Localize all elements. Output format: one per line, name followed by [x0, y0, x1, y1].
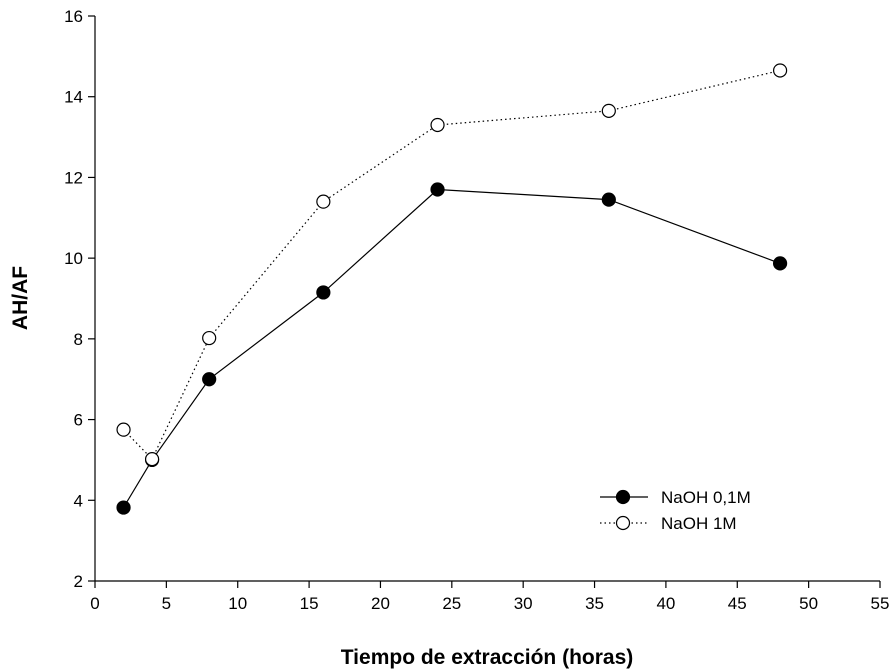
x-axis-title: Tiempo de extracción (horas) — [341, 646, 634, 669]
y-tick-label: 12 — [64, 168, 83, 187]
legend: NaOH 0,1M NaOH 1M — [600, 488, 751, 533]
x-tick-label: 35 — [585, 594, 604, 613]
x-tick-label: 5 — [162, 594, 171, 613]
y-tick-label: 16 — [64, 7, 83, 26]
x-tick-label: 40 — [656, 594, 675, 613]
data-point — [202, 372, 217, 387]
series-line — [123, 69, 781, 461]
legend-item-1: NaOH 0,1M — [600, 488, 751, 507]
x-tick-label: 15 — [300, 594, 319, 613]
series-line — [122, 188, 781, 508]
y-tick-label: 8 — [74, 330, 83, 349]
x-tick-label: 50 — [799, 594, 818, 613]
x-tick-label: 0 — [90, 594, 99, 613]
data-point — [601, 192, 616, 207]
x-tick-label: 45 — [728, 594, 747, 613]
data-point — [601, 103, 616, 118]
data-point — [144, 452, 160, 467]
data-point — [116, 422, 131, 437]
data-point — [772, 256, 788, 271]
y-tick-label: 2 — [74, 572, 83, 591]
y-tick-label: 6 — [74, 411, 83, 430]
legend-label: NaOH 0,1M — [661, 488, 751, 507]
y-axis-title: AH/AF — [9, 266, 32, 330]
x-tick-label: 55 — [871, 594, 890, 613]
data-point — [430, 182, 445, 197]
y-tick-label: 14 — [64, 88, 83, 107]
x-tick-label: 20 — [371, 594, 390, 613]
data-point — [116, 500, 131, 515]
x-tick-label: 25 — [442, 594, 461, 613]
legend-marker — [615, 515, 631, 531]
data-point — [772, 63, 788, 78]
series-layer — [116, 63, 788, 515]
x-tick-label: 30 — [514, 594, 533, 613]
axes: 2 4 6 8 10 12 14 16 0 5 10 15 20 25 30 35 40 45 50 55 — [64, 7, 889, 613]
data-point — [316, 285, 331, 300]
x-tick-label: 10 — [228, 594, 247, 613]
legend-item-2: NaOH 1M — [600, 514, 737, 533]
y-tick-label: 4 — [74, 491, 83, 510]
y-tick-label: 10 — [64, 249, 83, 268]
series-1 — [116, 182, 788, 515]
data-point — [316, 194, 331, 209]
series-2 — [116, 63, 788, 467]
data-point — [430, 117, 445, 133]
data-point — [202, 330, 217, 346]
legend-label: NaOH 1M — [661, 514, 737, 533]
legend-marker — [615, 489, 631, 505]
